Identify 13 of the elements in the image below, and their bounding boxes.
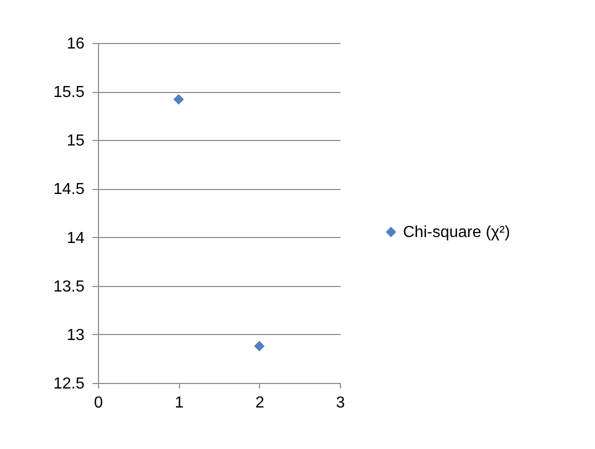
y-tick-label: 15 [66,132,85,150]
x-tick-label: 0 [94,394,104,412]
y-tick-label: 13 [66,326,85,344]
x-tick-label: 3 [336,394,346,412]
y-tick-label: 12.5 [53,376,85,392]
y-tick-label: 16 [66,36,85,52]
y-tick-label: 13.5 [53,278,85,296]
x-tick-label: 2 [255,394,264,412]
y-tick-label: 14.5 [53,181,85,198]
legend-label: Chi-square (χ²) [403,224,510,241]
x-tick-label: 1 [174,394,184,412]
y-tick-label: 14 [66,230,85,247]
y-tick-label: 15.5 [53,84,85,102]
